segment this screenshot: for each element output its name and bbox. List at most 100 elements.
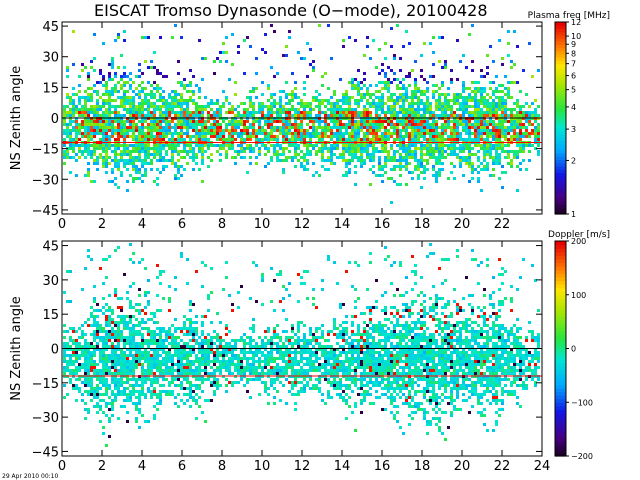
heatmap-cell <box>462 87 465 90</box>
heatmap-cell <box>267 114 270 117</box>
heatmap-cell <box>123 108 126 111</box>
heatmap-cell <box>201 180 204 183</box>
heatmap-cell <box>222 129 225 132</box>
heatmap-cell <box>435 180 438 183</box>
heatmap-cell <box>348 123 351 126</box>
heatmap-cell <box>423 126 426 129</box>
heatmap-cell <box>312 123 315 126</box>
heatmap-cell <box>129 72 132 75</box>
heatmap-cell <box>438 171 441 174</box>
heatmap-cell <box>108 162 111 165</box>
heatmap-cell <box>87 168 90 171</box>
heatmap-cell <box>129 150 132 153</box>
heatmap-cell <box>387 159 390 162</box>
heatmap-cell <box>276 153 279 156</box>
heatmap-cell <box>363 111 366 114</box>
heatmap-cell <box>408 144 411 147</box>
heatmap-cell <box>456 93 459 96</box>
heatmap-cell <box>213 114 216 117</box>
heatmap-cell <box>129 78 132 81</box>
heatmap-cell <box>351 78 354 81</box>
heatmap-cell <box>165 132 168 135</box>
heatmap-cell <box>123 120 126 123</box>
heatmap-cell <box>312 144 315 147</box>
heatmap-cell <box>213 72 216 75</box>
heatmap-cell <box>435 174 438 177</box>
heatmap-cell <box>288 138 291 141</box>
heatmap-cell <box>201 123 204 126</box>
heatmap-cell <box>456 153 459 156</box>
heatmap-cell <box>177 120 180 123</box>
heatmap-cell <box>276 159 279 162</box>
heatmap-cell <box>129 123 132 126</box>
heatmap-cell <box>435 132 438 135</box>
heatmap-cell <box>198 114 201 117</box>
heatmap-cell <box>102 126 105 129</box>
heatmap-cell <box>174 105 177 108</box>
heatmap-cell <box>195 84 198 87</box>
heatmap-cell <box>198 150 201 153</box>
heatmap-cell <box>180 174 183 177</box>
heatmap-cell <box>123 165 126 168</box>
heatmap-cell <box>408 102 411 105</box>
heatmap-cell <box>186 108 189 111</box>
heatmap-cell <box>444 102 447 105</box>
heatmap-cell <box>291 132 294 135</box>
heatmap-cell <box>381 123 384 126</box>
heatmap-cell <box>93 57 96 60</box>
heatmap-cell <box>69 156 72 159</box>
heatmap-cell <box>402 147 405 150</box>
heatmap-cell <box>132 150 135 153</box>
heatmap-cell <box>372 156 375 159</box>
heatmap-cell <box>141 126 144 129</box>
heatmap-cell <box>318 114 321 117</box>
heatmap-cell <box>102 123 105 126</box>
heatmap-cell <box>174 114 177 117</box>
heatmap-cell <box>390 105 393 108</box>
heatmap-cell <box>426 153 429 156</box>
heatmap-cell <box>180 132 183 135</box>
heatmap-cell <box>354 84 357 87</box>
heatmap-cell <box>63 105 66 108</box>
heatmap-cell <box>363 135 366 138</box>
heatmap-cell <box>297 144 300 147</box>
heatmap-cell <box>378 102 381 105</box>
heatmap-cell <box>78 75 81 78</box>
heatmap-cell <box>207 111 210 114</box>
heatmap-cell <box>294 114 297 117</box>
heatmap-cell <box>387 177 390 180</box>
heatmap-cell <box>225 144 228 147</box>
heatmap-cell <box>138 84 141 87</box>
heatmap-cell <box>222 90 225 93</box>
heatmap-cell <box>156 168 159 171</box>
heatmap-cell <box>444 132 447 135</box>
heatmap-cell <box>390 108 393 111</box>
heatmap-cell <box>255 96 258 99</box>
heatmap-cell <box>81 69 84 72</box>
heatmap-cell <box>156 135 159 138</box>
heatmap-cell <box>195 111 198 114</box>
heatmap-cell <box>309 135 312 138</box>
heatmap-cell <box>177 144 180 147</box>
heatmap-cell <box>105 150 108 153</box>
heatmap-cell <box>408 114 411 117</box>
heatmap-cell <box>297 132 300 135</box>
heatmap-cell <box>171 156 174 159</box>
heatmap-cell <box>117 126 120 129</box>
heatmap-cell <box>192 90 195 93</box>
heatmap-cell <box>450 99 453 102</box>
heatmap-cell <box>423 171 426 174</box>
heatmap-cell <box>318 99 321 102</box>
heatmap-cell <box>324 132 327 135</box>
heatmap-cell <box>111 126 114 129</box>
heatmap-cell <box>399 135 402 138</box>
heatmap-cell <box>354 156 357 159</box>
heatmap-cell <box>216 108 219 111</box>
heatmap-cell <box>342 135 345 138</box>
heatmap-cell <box>420 102 423 105</box>
heatmap-cell <box>126 132 129 135</box>
heatmap-cell <box>75 111 78 114</box>
heatmap-cell <box>138 144 141 147</box>
heatmap-cell <box>198 129 201 132</box>
heatmap-cell <box>156 108 159 111</box>
